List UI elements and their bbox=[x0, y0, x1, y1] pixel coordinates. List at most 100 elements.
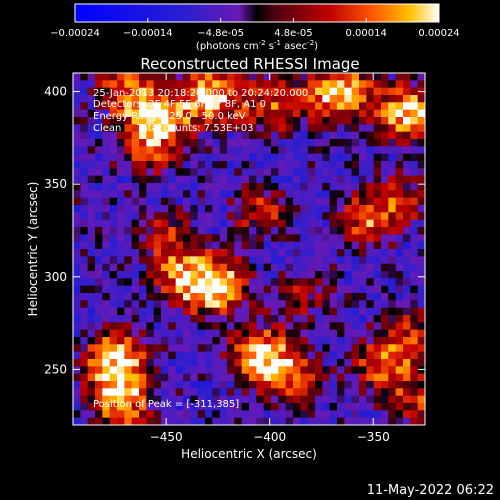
heatmap-cell bbox=[417, 344, 425, 353]
heatmap-cell bbox=[395, 80, 404, 89]
heatmap-cell bbox=[197, 307, 206, 316]
heatmap-cell bbox=[197, 403, 206, 411]
heatmap-cell bbox=[73, 227, 81, 235]
heatmap-cell bbox=[212, 388, 221, 397]
heatmap-cell bbox=[95, 307, 103, 316]
heatmap-cell bbox=[234, 212, 243, 221]
heatmap-cell bbox=[227, 410, 235, 419]
heatmap-cell bbox=[410, 131, 419, 140]
heatmap-cell bbox=[307, 395, 316, 404]
heatmap-cell bbox=[219, 102, 228, 111]
heatmap-cell bbox=[168, 73, 177, 81]
heatmap-cell bbox=[256, 307, 265, 316]
heatmap-cell bbox=[293, 403, 301, 411]
heatmap-cell bbox=[131, 337, 140, 345]
heatmap-cell bbox=[307, 322, 316, 331]
heatmap-cell bbox=[139, 359, 147, 367]
heatmap-cell bbox=[153, 234, 162, 243]
heatmap-cell bbox=[117, 417, 125, 425]
heatmap-cell bbox=[278, 109, 287, 118]
heatmap-cell bbox=[329, 249, 338, 257]
heatmap-cell bbox=[344, 359, 353, 367]
heatmap-cell bbox=[241, 117, 250, 125]
heatmap-cell bbox=[322, 183, 331, 191]
heatmap-cell bbox=[388, 205, 397, 213]
heatmap-cell bbox=[403, 285, 411, 294]
heatmap-cell bbox=[373, 351, 382, 360]
heatmap-cell bbox=[80, 307, 89, 316]
heatmap-cell bbox=[197, 131, 206, 140]
heatmap-cell bbox=[271, 271, 279, 279]
heatmap-cell bbox=[300, 300, 309, 309]
heatmap-cell bbox=[190, 263, 199, 272]
heatmap-cell bbox=[388, 102, 397, 111]
plot-frame bbox=[72, 72, 426, 426]
heatmap-cell bbox=[241, 381, 250, 389]
heatmap-cell bbox=[95, 109, 103, 118]
heatmap-cell bbox=[161, 234, 169, 243]
heatmap-cell bbox=[168, 285, 177, 294]
heatmap-cell bbox=[373, 168, 382, 177]
heatmap-cell bbox=[417, 241, 425, 250]
heatmap-cell bbox=[395, 219, 404, 228]
heatmap-cell bbox=[388, 146, 397, 155]
heatmap-cell bbox=[87, 212, 96, 221]
heatmap-cell bbox=[175, 87, 184, 96]
heatmap-cell bbox=[271, 307, 279, 316]
heatmap-cell bbox=[344, 234, 353, 243]
heatmap-cell bbox=[241, 395, 250, 404]
heatmap-cell bbox=[227, 388, 235, 397]
heatmap-cell bbox=[381, 256, 389, 265]
heatmap-cell bbox=[322, 256, 331, 265]
heatmap-cell bbox=[183, 146, 191, 155]
heatmap-cell bbox=[219, 315, 228, 323]
heatmap-cell bbox=[351, 183, 360, 191]
heatmap-cell bbox=[234, 168, 243, 177]
heatmap-cell bbox=[183, 175, 191, 184]
heatmap-cell bbox=[183, 351, 191, 360]
heatmap-cell bbox=[285, 197, 294, 206]
heatmap-cell bbox=[300, 87, 309, 96]
heatmap-cell bbox=[73, 256, 81, 265]
heatmap-cell bbox=[271, 234, 279, 243]
heatmap-cell bbox=[190, 212, 199, 221]
heatmap-cell bbox=[175, 95, 184, 103]
heatmap-cell bbox=[256, 95, 265, 103]
heatmap-cell bbox=[271, 344, 279, 353]
heatmap-cell bbox=[307, 366, 316, 375]
heatmap-cell bbox=[234, 315, 243, 323]
heatmap-cell bbox=[329, 300, 338, 309]
heatmap-cell bbox=[256, 183, 265, 191]
heatmap-cell bbox=[175, 417, 184, 425]
heatmap-cell bbox=[102, 87, 111, 96]
heatmap-cell bbox=[109, 109, 118, 118]
heatmap-cell bbox=[403, 263, 411, 272]
heatmap-cell bbox=[417, 307, 425, 316]
heatmap-cell bbox=[73, 403, 81, 411]
heatmap-cell bbox=[87, 322, 96, 331]
heatmap-cell bbox=[212, 285, 221, 294]
heatmap-cell bbox=[109, 87, 118, 96]
heatmap-cell bbox=[80, 256, 89, 265]
heatmap-cell bbox=[87, 381, 96, 389]
heatmap-cell bbox=[161, 241, 169, 250]
heatmap-cell bbox=[131, 359, 140, 367]
heatmap-cell bbox=[315, 293, 323, 301]
heatmap-cell bbox=[366, 161, 375, 169]
heatmap-cell bbox=[285, 234, 294, 243]
heatmap-cell bbox=[315, 344, 323, 353]
heatmap-cell bbox=[205, 315, 213, 323]
heatmap-cell bbox=[219, 417, 228, 425]
heatmap-cell bbox=[241, 410, 250, 419]
heatmap-cell bbox=[366, 366, 375, 375]
heatmap-cell bbox=[183, 95, 191, 103]
heatmap-cell bbox=[139, 410, 147, 419]
heatmap-cell bbox=[102, 190, 111, 199]
heatmap-cell bbox=[153, 73, 162, 81]
heatmap-cell bbox=[329, 417, 338, 425]
heatmap-cell bbox=[359, 381, 367, 389]
heatmap-cell bbox=[124, 293, 133, 301]
heatmap-cell bbox=[403, 322, 411, 331]
heatmap-cell bbox=[417, 168, 425, 177]
heatmap-cell bbox=[102, 366, 111, 375]
